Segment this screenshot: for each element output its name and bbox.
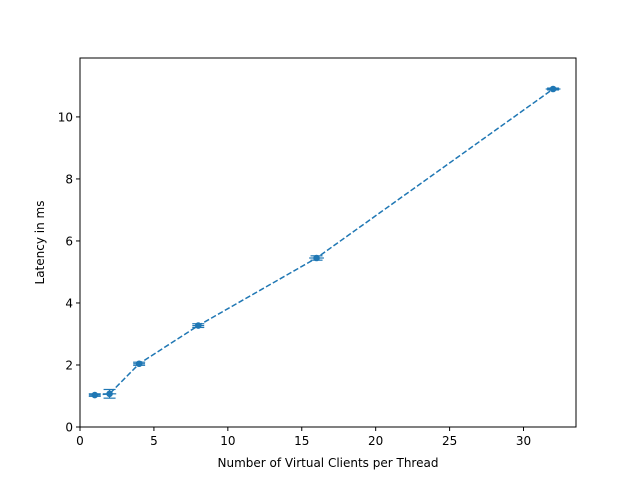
y-tick-label: 2 bbox=[65, 358, 73, 372]
x-tick-label: 5 bbox=[150, 434, 158, 448]
data-point bbox=[135, 360, 143, 368]
x-tick-label: 15 bbox=[294, 434, 309, 448]
data-point bbox=[194, 322, 202, 329]
data-point bbox=[313, 254, 320, 262]
y-tick-label: 10 bbox=[58, 110, 73, 124]
series-line bbox=[94, 88, 554, 396]
y-tick-label: 0 bbox=[65, 421, 73, 435]
y-axis-label: Latency in ms bbox=[33, 201, 47, 285]
data-point bbox=[91, 391, 99, 399]
plot-frame bbox=[79, 57, 577, 428]
y-tick-label: 8 bbox=[65, 172, 73, 186]
x-tick-label: 30 bbox=[516, 434, 531, 448]
data-point bbox=[106, 390, 113, 398]
x-tick-label: 25 bbox=[442, 434, 457, 448]
y-tick-label: 4 bbox=[65, 296, 73, 310]
x-axis-label: Number of Virtual Clients per Thread bbox=[218, 456, 439, 470]
series-layer bbox=[88, 85, 561, 399]
y-tick-label: 6 bbox=[65, 234, 73, 248]
x-tick-label: 10 bbox=[220, 434, 235, 448]
data-point bbox=[549, 85, 557, 93]
x-tick-label: 0 bbox=[76, 434, 84, 448]
axes-layer: 0 5 10 15 20 25 30 0 2 4 6 8 10 bbox=[58, 110, 531, 448]
x-tick-label: 20 bbox=[368, 434, 383, 448]
